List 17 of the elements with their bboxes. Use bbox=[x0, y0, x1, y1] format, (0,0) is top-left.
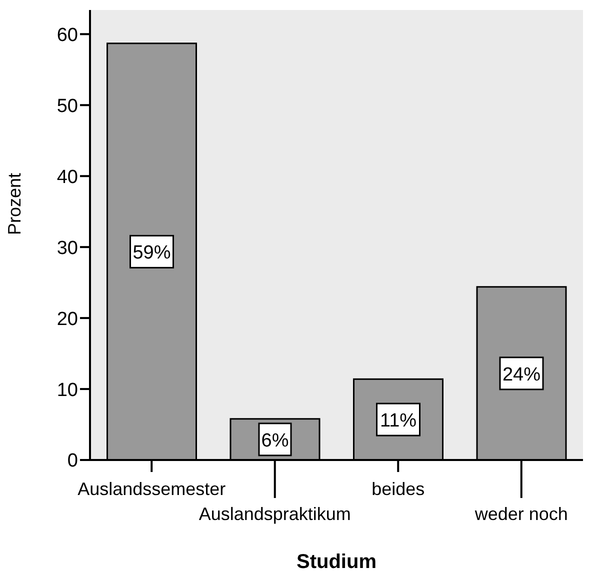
x-axis-title: Studium bbox=[296, 551, 376, 571]
x-tick-label: Auslandspraktikum bbox=[198, 504, 351, 524]
x-tick-label: Auslandssemester bbox=[78, 479, 226, 499]
y-tick-label: 0 bbox=[67, 450, 78, 472]
y-tick-label: 10 bbox=[56, 380, 78, 401]
y-tick-label: 30 bbox=[56, 238, 78, 259]
data-label: 59% bbox=[132, 242, 171, 264]
x-tick-label: beides bbox=[372, 479, 425, 499]
y-tick-label: 40 bbox=[56, 166, 78, 188]
y-tick-label: 20 bbox=[56, 308, 78, 330]
y-tick-label: 60 bbox=[56, 24, 78, 46]
data-label: 6% bbox=[261, 430, 289, 452]
x-tick-label: weder noch bbox=[474, 504, 568, 524]
data-label: 24% bbox=[502, 364, 541, 386]
y-axis-title: Prozent bbox=[4, 172, 24, 235]
data-label: 11% bbox=[380, 410, 417, 432]
y-tick-label: 50 bbox=[56, 96, 78, 117]
